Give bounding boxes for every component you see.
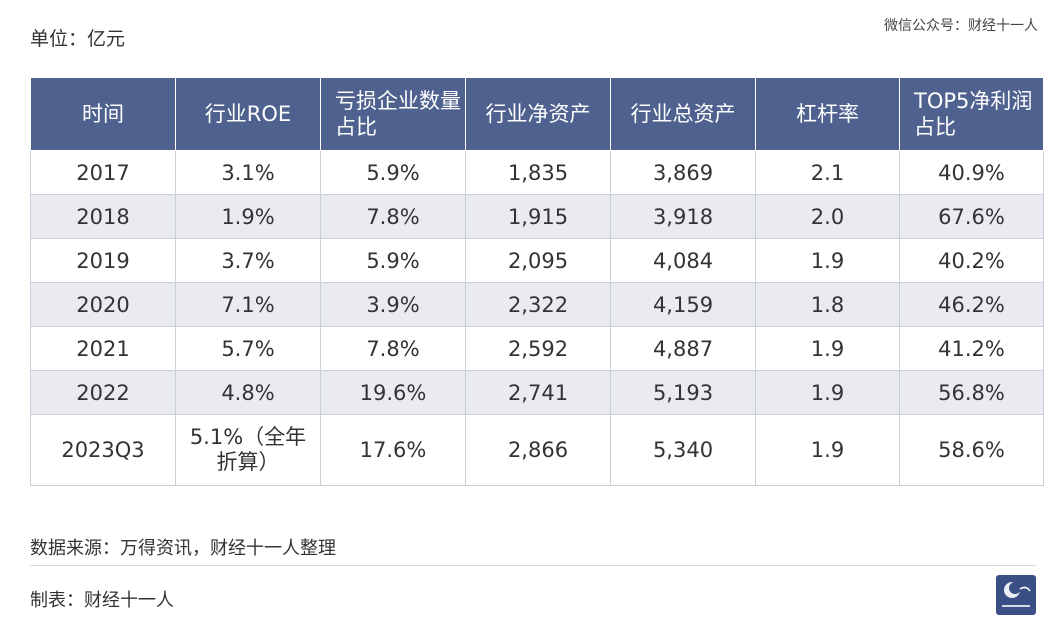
table-cell: 5.1%（全年折算） — [175, 414, 321, 486]
table-cell: 2,095 — [465, 238, 611, 283]
table-cell: 2.1 — [755, 150, 900, 195]
table-cell: 19.6% — [320, 370, 466, 415]
table-cell: 3,869 — [610, 150, 756, 195]
header-total-assets: 行业总资产 — [610, 77, 756, 151]
table-cell: 4,887 — [610, 326, 756, 371]
table-cell: 2020 — [30, 282, 176, 327]
divider — [30, 565, 1036, 566]
header-leverage: 杠杆率 — [755, 77, 900, 151]
table-cell: 58.6% — [899, 414, 1044, 486]
table-row: 2020 7.1% 3.9% 2,322 4,159 1.8 46.2% — [30, 282, 1044, 327]
data-table: 时间 行业ROE 亏损企业数量占比 行业净资产 行业总资产 杠杆率 TOP5净利… — [30, 77, 1044, 486]
table-row: 2019 3.7% 5.9% 2,095 4,084 1.9 40.2% — [30, 238, 1044, 283]
header-time: 时间 — [30, 77, 176, 151]
table-cell: 4,084 — [610, 238, 756, 283]
table-cell: 1.9 — [755, 370, 900, 415]
table-cell: 1.9 — [755, 238, 900, 283]
table-cell: 5.9% — [320, 238, 466, 283]
watermark-text: 微信公众号：财经十一人 — [884, 18, 1038, 34]
table-cell: 56.8% — [899, 370, 1044, 415]
table-cell: 2,592 — [465, 326, 611, 371]
header-industry-roe: 行业ROE — [175, 77, 321, 151]
brand-logo-icon — [996, 575, 1036, 615]
unit-label: 单位：亿元 — [30, 28, 126, 50]
table-cell: 2018 — [30, 194, 176, 239]
table-cell: 5.9% — [320, 150, 466, 195]
table-row: 2017 3.1% 5.9% 1,835 3,869 2.1 40.9% — [30, 150, 1044, 195]
maker-note: 制表：财经十一人 — [30, 590, 174, 611]
table-cell: 4,159 — [610, 282, 756, 327]
table-row: 2018 1.9% 7.8% 1,915 3,918 2.0 67.6% — [30, 194, 1044, 239]
table-cell: 7.8% — [320, 194, 466, 239]
table-cell: 3.1% — [175, 150, 321, 195]
table-cell: 2021 — [30, 326, 176, 371]
table-cell: 2023Q3 — [30, 414, 176, 486]
table-row: 2022 4.8% 19.6% 2,741 5,193 1.9 56.8% — [30, 370, 1044, 415]
table-cell: 1,835 — [465, 150, 611, 195]
table-cell: 40.2% — [899, 238, 1044, 283]
table-row: 2021 5.7% 7.8% 2,592 4,887 1.9 41.2% — [30, 326, 1044, 371]
table-cell: 7.1% — [175, 282, 321, 327]
table-cell: 2022 — [30, 370, 176, 415]
table-cell: 46.2% — [899, 282, 1044, 327]
table-cell: 2,741 — [465, 370, 611, 415]
table-cell: 5,340 — [610, 414, 756, 486]
table-cell: 41.2% — [899, 326, 1044, 371]
table-cell: 2017 — [30, 150, 176, 195]
table-cell: 1.9% — [175, 194, 321, 239]
table-cell: 67.6% — [899, 194, 1044, 239]
table-cell: 4.8% — [175, 370, 321, 415]
table-cell: 3,918 — [610, 194, 756, 239]
table-cell: 2019 — [30, 238, 176, 283]
table-cell: 1.9 — [755, 414, 900, 486]
table-cell: 40.9% — [899, 150, 1044, 195]
table-cell: 7.8% — [320, 326, 466, 371]
table-cell: 5,193 — [610, 370, 756, 415]
table-cell: 1,915 — [465, 194, 611, 239]
table-cell: 1.8 — [755, 282, 900, 327]
table-cell: 5.7% — [175, 326, 321, 371]
header-top5-profit-share: TOP5净利润占比 — [899, 77, 1044, 151]
table-cell: 2.0 — [755, 194, 900, 239]
table-row: 2023Q3 5.1%（全年折算） 17.6% 2,866 5,340 1.9 … — [30, 414, 1044, 486]
table-cell: 17.6% — [320, 414, 466, 486]
header-loss-ratio: 亏损企业数量占比 — [320, 77, 466, 151]
table-cell: 3.9% — [320, 282, 466, 327]
table-cell: 2,866 — [465, 414, 611, 486]
table-cell: 2,322 — [465, 282, 611, 327]
table-header-row: 时间 行业ROE 亏损企业数量占比 行业净资产 行业总资产 杠杆率 TOP5净利… — [30, 77, 1044, 151]
table-cell: 3.7% — [175, 238, 321, 283]
header-net-assets: 行业净资产 — [465, 77, 611, 151]
source-note: 数据来源：万得资讯，财经十一人整理 — [30, 538, 336, 559]
table-cell: 1.9 — [755, 326, 900, 371]
